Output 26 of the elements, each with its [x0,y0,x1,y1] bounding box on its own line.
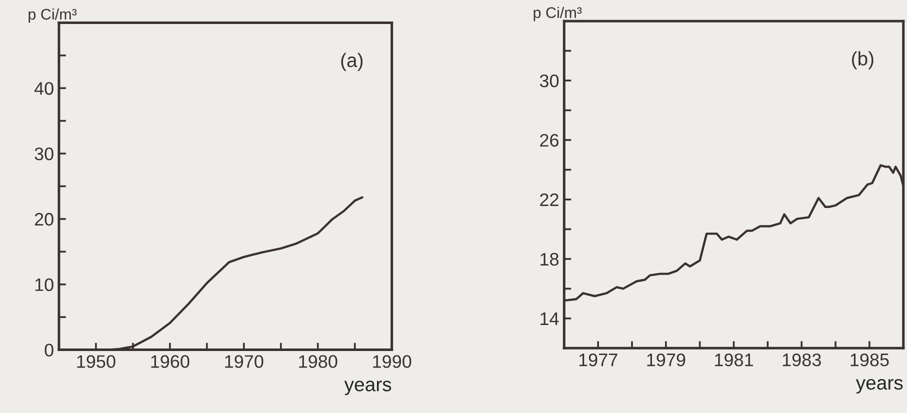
y-axis-title: p Ci/m³ [28,8,77,23]
x-tick-label: 1960 [151,355,190,368]
x-tick-label: 1981 [715,353,753,366]
x-axis-title: years [344,380,392,396]
y-tick-label: 40 [34,82,54,95]
x-tick-label: 1970 [225,355,264,368]
y-tick-label: 10 [35,278,54,292]
y-tick-label: 0 [44,344,54,357]
x-tick-label: 1977 [579,353,618,366]
annotation: (b) [852,51,874,70]
x-axis-title: years [856,379,903,394]
x-tick-label: 1985 [850,353,889,366]
x-tick-label: 1979 [647,353,686,366]
y-tick-label: 22 [540,193,558,206]
y-tick-label: 20 [34,212,54,226]
x-tick-label: 1983 [782,353,821,366]
y-tick-label: 26 [540,134,558,147]
y-tick-label: 30 [34,147,54,160]
y-tick-label: 18 [540,252,559,266]
x-tick-label: 1980 [299,355,338,368]
x-tick-label: 1990 [373,355,412,368]
y-axis-title: p Ci/m³ [534,6,582,22]
y-tick-label: 30 [540,74,559,88]
y-tick-label: 14 [540,312,559,325]
x-tick-label: 1950 [77,355,116,368]
annotation: (a) [341,52,363,72]
